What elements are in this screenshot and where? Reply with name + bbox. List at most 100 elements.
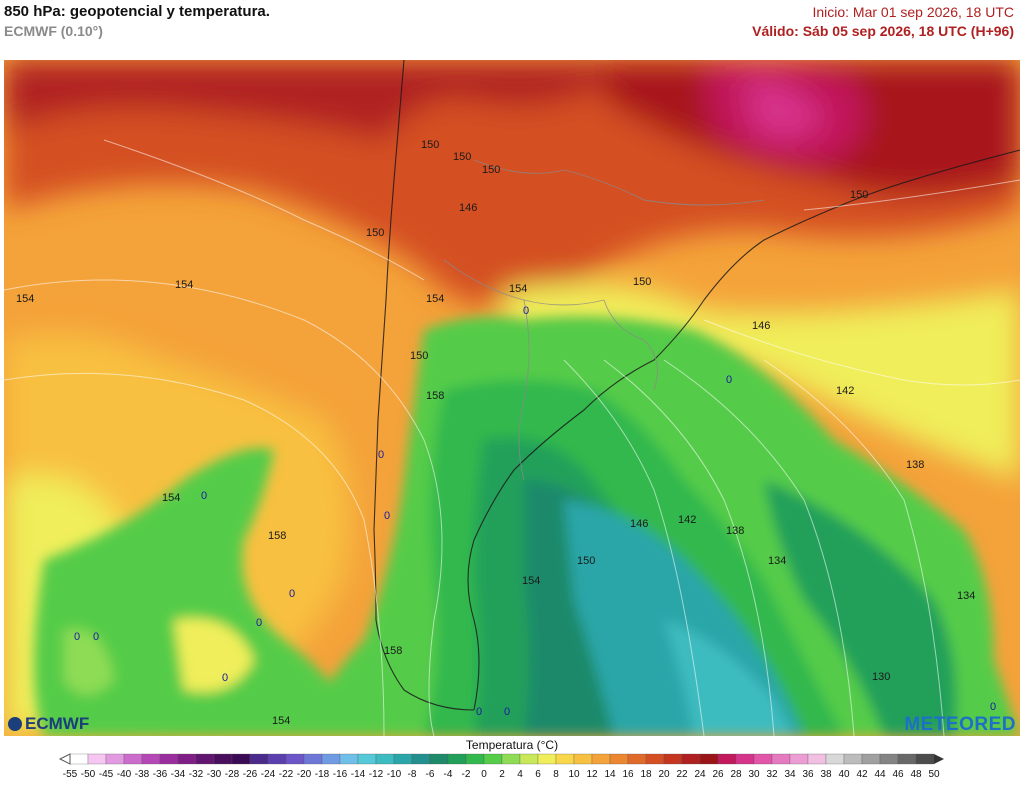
colorbar-tick-label: 46 (892, 769, 904, 780)
colorbar-swatch (573, 753, 593, 765)
globe-icon (8, 717, 22, 731)
colorbar-swatch (807, 753, 827, 765)
colorbar-swatch (141, 753, 161, 765)
colorbar-swatch (861, 753, 881, 765)
colorbar-tick-label: -10 (387, 769, 402, 780)
colorbar-tick-label: 2 (499, 769, 505, 780)
colorbar-swatch (519, 753, 539, 765)
geopotential-label: 154 (426, 293, 444, 305)
colorbar-swatch (195, 753, 215, 765)
init-time: Inicio: Mar 01 sep 2026, 18 UTC (812, 4, 1014, 20)
colorbar-tick-label: 10 (568, 769, 580, 780)
colorbar-tick-label: -40 (117, 769, 132, 780)
geopotential-label: 150 (421, 139, 439, 151)
ecmwf-logo-text: ECMWF (25, 714, 90, 733)
colorbar-swatch (483, 753, 503, 765)
geopotential-label: 150 (410, 350, 428, 362)
geopotential-label: 154 (162, 492, 180, 504)
geopotential-label: 158 (384, 645, 402, 657)
colorbar-swatch (681, 753, 701, 765)
meteored-logo: METEORED (904, 714, 1016, 735)
colorbar-tick-label: 26 (712, 769, 724, 780)
colorbar-swatch (393, 753, 413, 765)
colorbar-tick-label: -6 (426, 769, 435, 780)
colorbar-tick-label: 18 (640, 769, 652, 780)
zero-isotherm-label: 0 (222, 672, 228, 684)
colorbar-tick-label: 32 (766, 769, 778, 780)
colorbar-tick-label: 24 (694, 769, 706, 780)
colorbar-tick-label: 20 (658, 769, 670, 780)
geopotential-label: 146 (459, 202, 477, 214)
colorbar-swatch (411, 753, 431, 765)
colorbar-tick-label: 40 (838, 769, 850, 780)
header-right: Inicio: Mar 01 sep 2026, 18 UTC Válido: … (752, 2, 1014, 40)
colorbar-tick-label: 36 (802, 769, 814, 780)
zero-isotherm-label: 0 (201, 490, 207, 502)
colorbar-swatch (105, 753, 125, 765)
colorbar-swatch (231, 753, 251, 765)
colorbar-swatch (753, 753, 773, 765)
zero-isotherm-label: 0 (726, 374, 732, 386)
colorbar-swatch (303, 753, 323, 765)
temperature-colorbar: -55 -50 -45 -40 -38 -36 -34 -32 -30 -28 -26 -24 -22-… (58, 753, 944, 780)
geopotential-label: 146 (630, 518, 648, 530)
colorbar-swatch (429, 753, 449, 765)
colorbar-tick-label: -20 (297, 769, 312, 780)
colorbar-tick-label: 14 (604, 769, 616, 780)
colorbar-swatch (843, 753, 863, 765)
colorbar-swatch (375, 753, 395, 765)
coastlines (373, 60, 1020, 711)
colorbar-swatch (321, 753, 341, 765)
colorbar-tick-label: -45 (99, 769, 114, 780)
geopotential-label: 146 (752, 320, 770, 332)
colorbar-swatch (609, 753, 629, 765)
colorbar-tick-label: -2 (462, 769, 471, 780)
geopotential-label: 138 (726, 525, 744, 537)
colorbar-tick-label: 12 (586, 769, 598, 780)
geopotential-label: 134 (768, 555, 786, 567)
zero-isotherm-label: 0 (256, 617, 262, 629)
geopotential-label: 154 (175, 279, 193, 291)
geopotential-label: 142 (836, 385, 854, 397)
colorbar-tick-label: 0 (481, 769, 487, 780)
zero-isotherm-label: 0 (990, 701, 996, 713)
colorbar-swatch (897, 753, 917, 765)
colorbar-tick-label: 34 (784, 769, 796, 780)
zero-isotherm-label: 0 (289, 588, 295, 600)
valid-time: Válido: Sáb 05 sep 2026, 18 UTC (H+96) (752, 23, 1014, 39)
zero-isotherm-label: 0 (93, 631, 99, 643)
colorbar-tick-label: 44 (874, 769, 886, 780)
colorbar-swatch (537, 753, 557, 765)
colorbar-tick-label: 30 (748, 769, 760, 780)
colorbar-swatch (699, 753, 719, 765)
colorbar-swatch (591, 753, 611, 765)
contour-labels: 150 150 150 146 150 150 154 154 154 154 150 146 0 150… (16, 139, 996, 727)
colorbar-swatch (213, 753, 233, 765)
colorbar-tick-label: -34 (171, 769, 186, 780)
colorbar-swatch (663, 753, 683, 765)
colorbar-tick-label: -16 (333, 769, 348, 780)
temperature-map[interactable]: 150 150 150 146 150 150 154 154 154 154 150 146 0 150… (4, 60, 1020, 736)
colorbar-swatch (501, 753, 521, 765)
colorbar-swatch (825, 753, 845, 765)
colorbar-tick-label: -8 (408, 769, 417, 780)
zero-isotherm-label: 0 (523, 305, 529, 317)
colorbar-swatch (627, 753, 647, 765)
colorbar-swatch (339, 753, 359, 765)
colorbar-tick-label: 38 (820, 769, 832, 780)
colorbar-tick-label: -22 (279, 769, 294, 780)
geopotential-label: 138 (906, 459, 924, 471)
colorbar-swatch (177, 753, 197, 765)
colorbar-title: Temperatura (°C) (465, 738, 559, 752)
geopotential-label: 150 (577, 555, 595, 567)
colorbar-tick-label: 42 (856, 769, 868, 780)
zero-isotherm-label: 0 (378, 449, 384, 461)
colorbar-swatch (771, 753, 791, 765)
map-title: 850 hPa: geopotencial y temperatura. (4, 3, 270, 20)
colorbar-tick-label: -32 (189, 769, 204, 780)
colorbar-tick-label: -4 (444, 769, 453, 780)
zero-isotherm-label: 0 (384, 510, 390, 522)
colorbar-swatch (717, 753, 737, 765)
geopotential-label: 154 (522, 575, 540, 587)
colorbar-tick-label: -50 (81, 769, 96, 780)
